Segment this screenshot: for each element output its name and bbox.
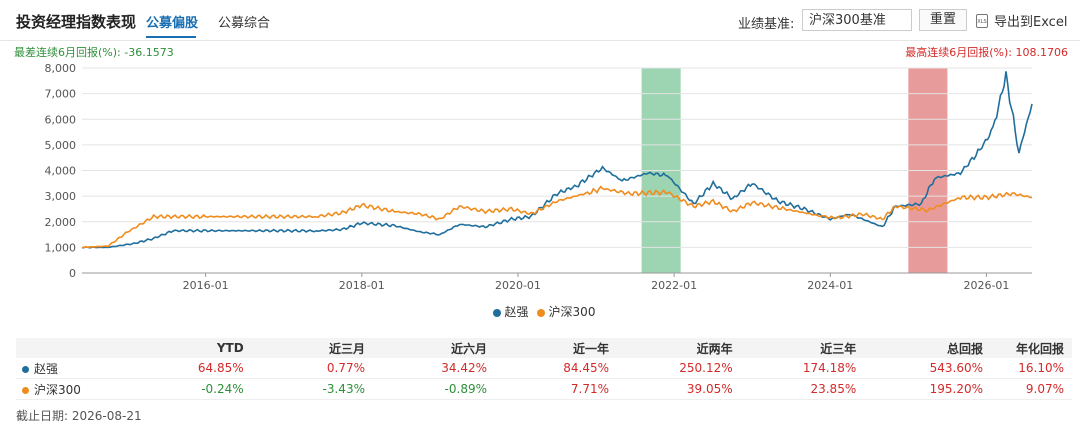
- y-tick-label: 5,000: [45, 139, 77, 152]
- return-cell: 9.07%: [991, 378, 1072, 400]
- y-tick-label: 8,000: [45, 62, 77, 75]
- performance-line-chart: 0 1,000 2,000 3,000 4,000 5,000 6,000 7,000 8,00…: [45, 62, 1033, 292]
- x-tick-label: 2018-01: [339, 279, 385, 292]
- cutoff-date: 截止日期: 2026-08-21: [16, 409, 142, 423]
- return-cell: 174.18%: [740, 358, 865, 379]
- excel-file-icon: XLS: [976, 13, 988, 28]
- table-row: 赵强 64.85% 0.77% 34.42% 84.45% 250.12% 174.18% 5…: [16, 358, 1072, 379]
- return-cell: -0.24%: [131, 378, 252, 400]
- y-tick-label: 2,000: [45, 216, 77, 229]
- x-tick-label: 2026-01: [963, 279, 1009, 292]
- x-tick-label: 2022-01: [651, 279, 697, 292]
- table-header-row: YTD 近三月 近六月 近一年 近两年 近三年 总回报 年化回报: [16, 338, 1072, 358]
- return-cell: 84.45%: [495, 358, 618, 379]
- return-cell: 23.85%: [740, 378, 865, 400]
- column-header: 总回报: [864, 338, 992, 358]
- return-cell: 195.20%: [864, 378, 992, 400]
- x-tick-label: 2016-01: [183, 279, 229, 292]
- worst-6m-return: 最差连续6月回报(%): -36.1573: [14, 46, 174, 59]
- legend-marker: [536, 308, 545, 317]
- series-marker: [22, 386, 29, 394]
- column-header: 近三月: [251, 338, 373, 358]
- benchmark-label: 业绩基准:: [738, 17, 795, 32]
- y-tick-label: 0: [69, 267, 76, 280]
- series-line-1: [81, 71, 1033, 249]
- x-tick-label: 2020-01: [495, 279, 541, 292]
- series-marker: [22, 365, 29, 373]
- export-label: 导出到Excel: [994, 15, 1068, 30]
- return-cell: 64.85%: [131, 358, 252, 379]
- return-cell: -0.89%: [372, 378, 495, 400]
- tab-equity-funds[interactable]: 公募偏股: [146, 16, 199, 31]
- return-cell: 250.12%: [617, 358, 741, 379]
- column-header: YTD: [131, 338, 252, 358]
- return-cell: 39.05%: [617, 378, 741, 400]
- return-cell: 16.10%: [991, 358, 1072, 379]
- return-cell: 543.60%: [864, 358, 992, 379]
- x-tick-label: 2024-01: [807, 279, 853, 292]
- return-cell: 7.71%: [495, 378, 618, 400]
- legend-label[interactable]: 沪深300: [548, 305, 596, 319]
- return-cell: 34.42%: [372, 358, 495, 379]
- chart-legend: 赵强 沪深300: [0, 303, 1080, 320]
- column-header: [16, 338, 132, 358]
- row-name: 沪深300: [16, 378, 132, 400]
- header-bar: 投资经理指数表现 公募偏股 公募综合 业绩基准: 沪深300基准 重置 XLS …: [0, 0, 1080, 41]
- row-label: 赵强: [34, 361, 59, 376]
- column-header: 年化回报: [991, 338, 1072, 358]
- y-tick-label: 4,000: [45, 165, 77, 178]
- return-cell: -3.43%: [251, 378, 373, 400]
- y-tick-label: 6,000: [45, 113, 77, 126]
- legend-marker: [492, 308, 501, 317]
- column-header: 近六月: [372, 338, 495, 358]
- column-header: 近两年: [617, 338, 741, 358]
- active-tab-indicator: [146, 36, 196, 38]
- return-cell: 0.77%: [251, 358, 373, 379]
- y-tick-label: 3,000: [45, 190, 77, 203]
- returns-table: YTD 近三月 近六月 近一年 近两年 近三年 总回报 年化回报 赵强 64.85% 0.77% 3…: [16, 338, 1072, 400]
- page-title: 投资经理指数表现: [16, 13, 137, 31]
- best-6m-return: 最高连续6月回报(%): 108.1706: [905, 46, 1068, 59]
- column-header: 近三年: [740, 338, 865, 358]
- y-tick-label: 1,000: [45, 241, 77, 254]
- benchmark-select[interactable]: 沪深300基准: [802, 9, 912, 31]
- row-label: 沪深300: [34, 382, 81, 397]
- reset-button[interactable]: 重置: [919, 9, 967, 31]
- series-line-2: [81, 185, 1033, 249]
- column-header: 近一年: [495, 338, 618, 358]
- tab-mixed-funds[interactable]: 公募综合: [218, 16, 271, 31]
- legend-label[interactable]: 赵强: [504, 305, 529, 319]
- table-row: 沪深300 -0.24% -3.43% -0.89% 7.71% 39.05% 23.85%…: [16, 378, 1072, 400]
- row-name: 赵强: [16, 358, 132, 379]
- y-tick-label: 7,000: [45, 88, 77, 101]
- export-excel-button[interactable]: XLS 导出到Excel: [976, 11, 1067, 30]
